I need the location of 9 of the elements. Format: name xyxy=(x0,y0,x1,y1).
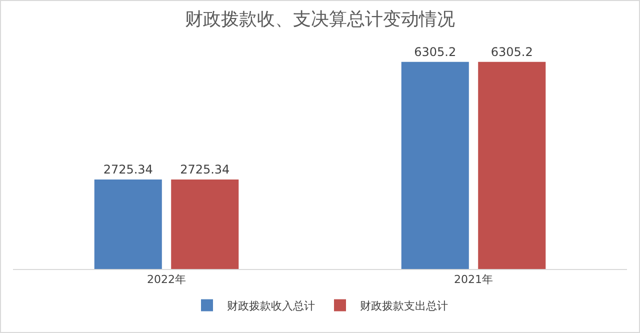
legend-label: 财政拨款收入总计 xyxy=(227,300,315,313)
data-label: 2725.34 xyxy=(103,162,153,176)
data-label: 2725.34 xyxy=(180,162,230,176)
x-tick-label: 2021年 xyxy=(454,273,493,286)
data-label: 6305.2 xyxy=(490,44,533,59)
legend-label: 财政拨款支出总计 xyxy=(360,300,448,313)
x-tick-label: 2022年 xyxy=(147,273,186,286)
chart-title: 财政拨款收、支决算总计变动情况 xyxy=(185,9,455,30)
data-label: 6305.2 xyxy=(414,44,456,59)
